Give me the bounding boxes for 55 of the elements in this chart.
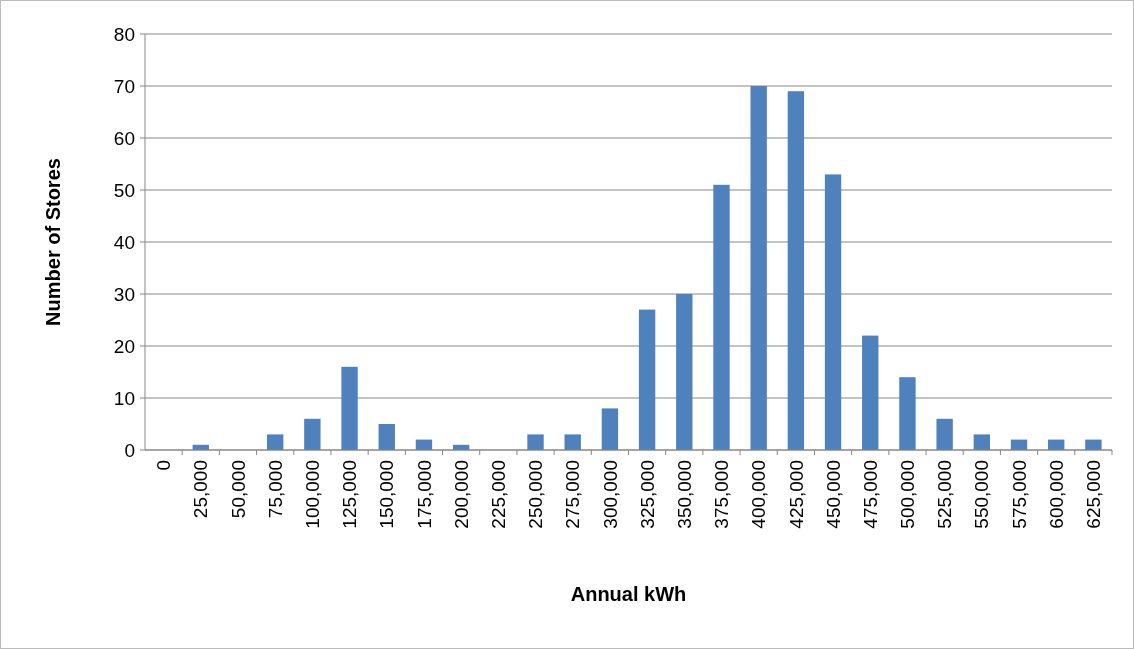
bar [1085, 439, 1102, 450]
bar [973, 434, 991, 450]
x-tick-label: 550,000 [971, 460, 993, 529]
x-tick-label: 425,000 [785, 460, 807, 529]
x-tick-label: 200,000 [450, 460, 472, 529]
y-tick-label: 50 [113, 179, 135, 201]
x-tick-label: 175,000 [413, 460, 435, 529]
bar [527, 434, 544, 450]
bar [638, 309, 656, 450]
y-tick-label: 60 [113, 127, 135, 149]
x-tick-label: 400,000 [748, 460, 770, 529]
bar [750, 86, 767, 450]
bar [899, 377, 916, 450]
bar [378, 424, 395, 450]
x-tick-label: 100,000 [302, 460, 324, 529]
x-axis-title: Annual kWh [570, 583, 687, 605]
x-tick-label: 625,000 [1083, 460, 1105, 529]
y-tick-label: 10 [113, 387, 135, 409]
bar [787, 91, 805, 450]
x-tick-label: 450,000 [822, 460, 844, 529]
y-tick-label: 30 [113, 283, 135, 305]
x-tick-label: 275,000 [562, 460, 584, 529]
bar [341, 366, 358, 450]
x-tick-label: 150,000 [376, 460, 398, 529]
y-tick-label: 0 [124, 439, 135, 461]
x-tick-label: 525,000 [934, 460, 956, 529]
y-tick-label: 70 [113, 75, 135, 97]
x-tick-label: 300,000 [599, 460, 621, 529]
x-tick-label: 575,000 [1008, 460, 1030, 529]
bar [862, 335, 879, 450]
x-tick-label: 75,000 [264, 460, 286, 519]
y-tick-label: 40 [113, 231, 135, 253]
x-tick-label: 375,000 [711, 460, 733, 529]
x-tick-label: 0 [153, 460, 175, 471]
bar [936, 418, 953, 450]
y-axis-title: Number of Stores [42, 158, 64, 326]
x-tick-label: 50,000 [227, 460, 249, 519]
bar [564, 434, 581, 450]
y-tick-label: 80 [113, 23, 135, 45]
bar [676, 294, 693, 450]
x-tick-label: 500,000 [897, 460, 919, 529]
x-tick-label: 325,000 [636, 460, 658, 529]
x-tick-label: 600,000 [1045, 460, 1067, 529]
bar [824, 174, 842, 450]
bar [304, 418, 321, 450]
bar [266, 434, 284, 450]
x-tick-label: 125,000 [339, 460, 361, 529]
bar [601, 408, 619, 450]
x-tick-label: 25,000 [190, 460, 212, 519]
y-tick-label: 20 [113, 335, 135, 357]
x-tick-label: 475,000 [859, 460, 881, 529]
x-tick-label: 250,000 [525, 460, 547, 529]
x-tick-label: 350,000 [673, 460, 695, 529]
x-tick-label: 225,000 [487, 460, 509, 529]
bar [713, 184, 730, 450]
